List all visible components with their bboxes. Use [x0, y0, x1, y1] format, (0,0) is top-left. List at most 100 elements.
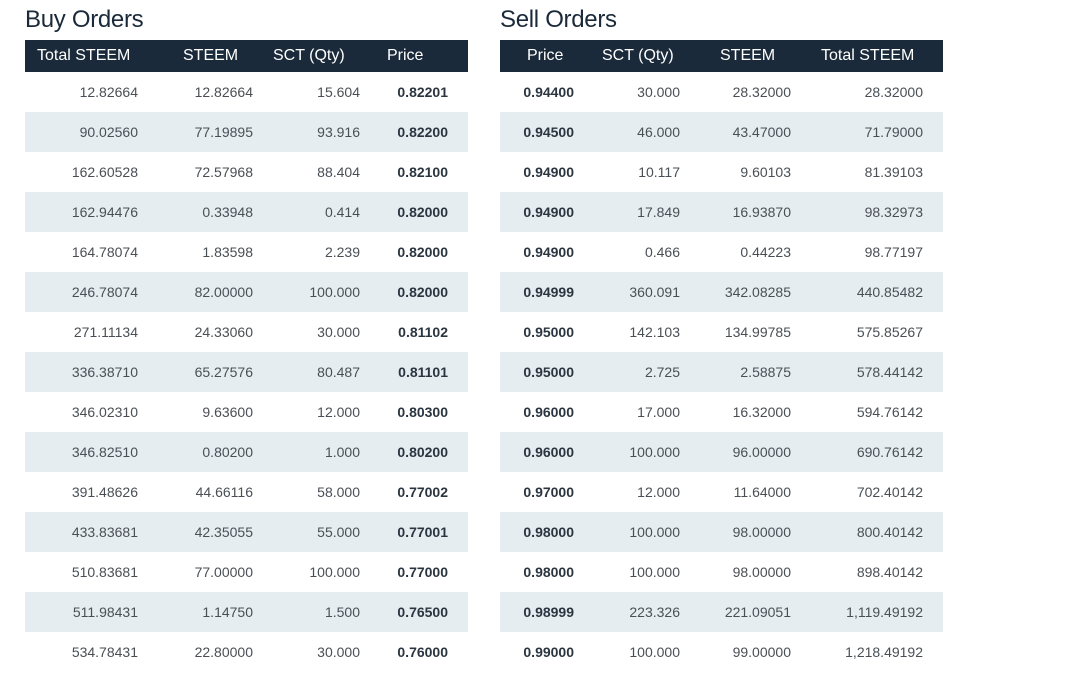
sell-cell-price: 0.94999 — [523, 284, 574, 300]
buy-order-row[interactable]: 164.78074 1.83598 2.239 0.82000 — [25, 232, 468, 272]
sell-order-row[interactable]: 0.98000 100.000 98.00000 898.40142 — [500, 552, 943, 592]
sell-order-row[interactable]: 0.96000 100.000 96.00000 690.76142 — [500, 432, 943, 472]
buy-header-sct-qty[interactable]: SCT (Qty) — [273, 47, 345, 64]
sell-cell-price: 0.95000 — [523, 364, 574, 380]
buy-orders-panel: Buy Orders Total STEEM STEEM SCT (Qty) P… — [25, 0, 468, 672]
sell-cell-price: 0.94500 — [523, 124, 574, 140]
buy-cell-price: 0.80200 — [397, 444, 448, 460]
buy-cell-total-steem: 12.82664 — [79, 84, 138, 100]
buy-order-row[interactable]: 346.02310 9.63600 12.000 0.80300 — [25, 392, 468, 432]
buy-cell-total-steem: 164.78074 — [71, 244, 138, 260]
sell-cell-steem: 221.09051 — [724, 604, 791, 620]
sell-cell-steem: 28.32000 — [732, 84, 791, 100]
buy-order-row[interactable]: 534.78431 22.80000 30.000 0.76000 — [25, 632, 468, 672]
buy-order-row[interactable]: 433.83681 42.35055 55.000 0.77001 — [25, 512, 468, 552]
buy-cell-total-steem: 336.38710 — [71, 364, 138, 380]
buy-cell-price: 0.81102 — [398, 324, 448, 340]
buy-cell-total-steem: 511.98431 — [72, 604, 138, 620]
buy-order-row[interactable]: 246.78074 82.00000 100.000 0.82000 — [25, 272, 468, 312]
sell-order-row[interactable]: 0.94900 0.466 0.44223 98.77197 — [500, 232, 943, 272]
buy-orders-title: Buy Orders — [25, 6, 144, 33]
buy-cell-total-steem: 510.83681 — [71, 564, 138, 580]
sell-cell-sct-qty: 17.849 — [637, 204, 680, 220]
buy-cell-sct-qty: 12.000 — [317, 404, 360, 420]
buy-header-price[interactable]: Price — [387, 47, 424, 64]
buy-order-row[interactable]: 511.98431 1.14750 1.500 0.76500 — [25, 592, 468, 632]
buy-order-row[interactable]: 90.02560 77.19895 93.916 0.82200 — [25, 112, 468, 152]
sell-cell-total-steem: 28.32000 — [864, 84, 923, 100]
sell-cell-sct-qty: 360.091 — [629, 284, 680, 300]
sell-cell-price: 0.98999 — [523, 604, 574, 620]
sell-order-row[interactable]: 0.95000 142.103 134.99785 575.85267 — [500, 312, 943, 352]
buy-cell-price: 0.82201 — [397, 84, 448, 100]
sell-order-row[interactable]: 0.97000 12.000 11.64000 702.40142 — [500, 472, 943, 512]
sell-header-total-steem[interactable]: Total STEEM — [821, 47, 915, 64]
sell-cell-sct-qty: 12.000 — [637, 484, 680, 500]
sell-cell-total-steem: 575.85267 — [856, 324, 923, 340]
buy-cell-price: 0.77001 — [397, 524, 448, 540]
buy-order-row[interactable]: 12.82664 12.82664 15.604 0.82201 — [25, 72, 468, 112]
sell-order-row[interactable]: 0.94900 10.117 9.60103 81.39103 — [500, 152, 943, 192]
sell-order-row[interactable]: 0.98000 100.000 98.00000 800.40142 — [500, 512, 943, 552]
sell-order-row[interactable]: 0.98999 223.326 221.09051 1,119.49192 — [500, 592, 943, 632]
sell-order-row[interactable]: 0.94500 46.000 43.47000 71.79000 — [500, 112, 943, 152]
sell-order-row[interactable]: 0.94999 360.091 342.08285 440.85482 — [500, 272, 943, 312]
buy-cell-sct-qty: 55.000 — [317, 524, 360, 540]
sell-cell-total-steem: 1,218.49192 — [845, 644, 923, 660]
buy-cell-price: 0.82000 — [397, 244, 448, 260]
sell-cell-sct-qty: 100.000 — [629, 644, 680, 660]
sell-cell-steem: 134.99785 — [724, 324, 791, 340]
sell-cell-price: 0.94900 — [523, 204, 574, 220]
buy-cell-total-steem: 346.82510 — [71, 444, 138, 460]
sell-order-row[interactable]: 0.94400 30.000 28.32000 28.32000 — [500, 72, 943, 112]
buy-cell-price: 0.76500 — [397, 604, 448, 620]
buy-cell-price: 0.82100 — [397, 164, 448, 180]
sell-order-row[interactable]: 0.99000 100.000 99.00000 1,218.49192 — [500, 632, 943, 672]
buy-cell-price: 0.82000 — [397, 204, 448, 220]
sell-cell-total-steem: 1,119.49192 — [846, 604, 923, 620]
buy-order-row[interactable]: 346.82510 0.80200 1.000 0.80200 — [25, 432, 468, 472]
buy-cell-sct-qty: 88.404 — [317, 164, 360, 180]
sell-cell-total-steem: 702.40142 — [856, 484, 923, 500]
buy-cell-sct-qty: 100.000 — [309, 564, 360, 580]
buy-cell-sct-qty: 2.239 — [324, 244, 360, 260]
sell-header-steem[interactable]: STEEM — [720, 47, 776, 64]
buy-cell-steem: 1.14750 — [202, 604, 253, 620]
sell-order-row[interactable]: 0.94900 17.849 16.93870 98.32973 — [500, 192, 943, 232]
buy-cell-total-steem: 534.78431 — [71, 644, 138, 660]
sell-header-price[interactable]: Price — [527, 47, 564, 64]
sell-orders-table: Price SCT (Qty) STEEM Total STEEM 0.9440… — [500, 40, 943, 672]
buy-cell-price: 0.82000 — [397, 284, 448, 300]
sell-header-sct-qty[interactable]: SCT (Qty) — [602, 47, 674, 64]
sell-cell-steem: 342.08285 — [724, 284, 791, 300]
sell-cell-steem: 2.58875 — [740, 364, 791, 380]
buy-cell-steem: 77.19895 — [194, 124, 253, 140]
buy-header-steem[interactable]: STEEM — [183, 47, 239, 64]
buy-cell-steem: 9.63600 — [202, 404, 253, 420]
buy-order-row[interactable]: 162.94476 0.33948 0.414 0.82000 — [25, 192, 468, 232]
sell-cell-price: 0.95000 — [523, 324, 574, 340]
buy-cell-sct-qty: 15.604 — [317, 84, 360, 100]
buy-cell-steem: 65.27576 — [194, 364, 253, 380]
buy-order-row[interactable]: 510.83681 77.00000 100.000 0.77000 — [25, 552, 468, 592]
buy-cell-total-steem: 90.02560 — [79, 124, 138, 140]
buy-header-total-steem[interactable]: Total STEEM — [37, 47, 131, 64]
sell-cell-sct-qty: 10.117 — [638, 164, 680, 180]
buy-cell-steem: 24.33060 — [194, 324, 253, 340]
buy-order-row[interactable]: 391.48626 44.66116 58.000 0.77002 — [25, 472, 468, 512]
sell-cell-price: 0.98000 — [523, 524, 574, 540]
buy-orders-table: Total STEEM STEEM SCT (Qty) Price 12.826… — [25, 40, 468, 672]
sell-cell-steem: 0.44223 — [740, 244, 791, 260]
sell-cell-steem: 43.47000 — [732, 124, 791, 140]
sell-cell-total-steem: 440.85482 — [856, 284, 923, 300]
buy-cell-steem: 0.33948 — [202, 204, 253, 220]
buy-order-row[interactable]: 336.38710 65.27576 80.487 0.81101 — [25, 352, 468, 392]
sell-order-row[interactable]: 0.96000 17.000 16.32000 594.76142 — [500, 392, 943, 432]
buy-order-row[interactable]: 271.11134 24.33060 30.000 0.81102 — [25, 312, 468, 352]
buy-cell-steem: 82.00000 — [194, 284, 253, 300]
buy-order-row[interactable]: 162.60528 72.57968 88.404 0.82100 — [25, 152, 468, 192]
sell-order-row[interactable]: 0.95000 2.725 2.58875 578.44142 — [500, 352, 943, 392]
buy-cell-sct-qty: 58.000 — [317, 484, 360, 500]
sell-cell-steem: 9.60103 — [740, 164, 791, 180]
sell-cell-price: 0.94900 — [523, 244, 574, 260]
